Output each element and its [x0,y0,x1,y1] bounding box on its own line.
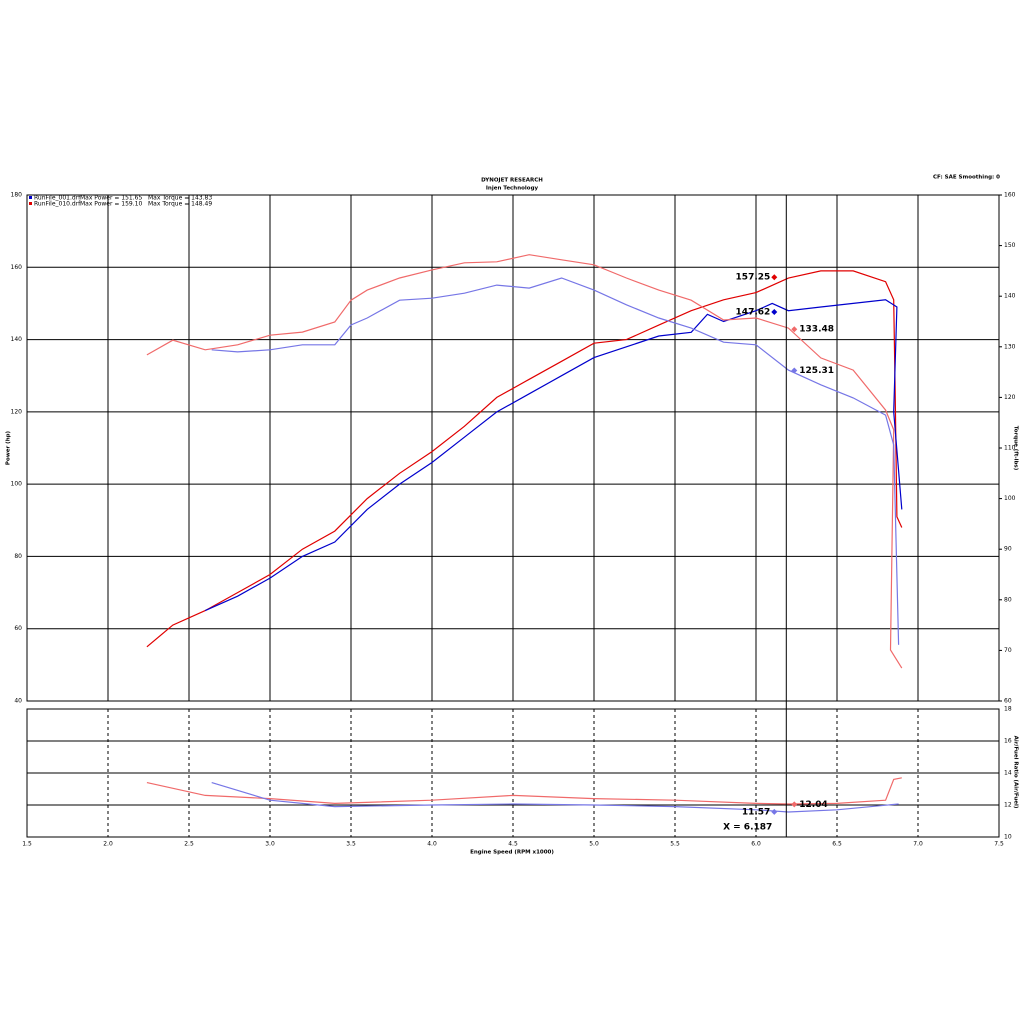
afr-axis-label: Air/Fuel Ratio (Air/Fuel) [1013,736,1019,809]
y-tick-label: 140 [11,336,23,343]
x-tick-label: 1.5 [22,841,32,848]
readout-label: 11.57 [742,807,770,817]
afr-tick-label: 16 [1004,738,1012,745]
y-axis-label: Power (hp) [6,430,12,465]
x-tick-label: 6.5 [832,841,842,848]
x-tick-label: 7.5 [994,841,1004,848]
readout-label: 157.25 [736,273,771,283]
legend-stats: Max Power = 151.65 Max Torque = 143.83 [80,195,212,202]
legend-stats: Max Power = 159.10 Max Torque = 148.49 [80,201,212,208]
y2-tick-label: 140 [1004,293,1016,300]
afr-tick-label: 12 [1004,802,1012,809]
x-tick-label: 5.5 [670,841,680,848]
series-line [211,277,900,645]
y-tick-label: 100 [11,481,23,488]
x-tick-label: 5.0 [589,841,599,848]
x-tick-label: 2.0 [103,841,113,848]
y-tick-label: 60 [14,625,22,632]
y2-tick-label: 60 [1004,698,1012,705]
legend-swatch [29,202,32,205]
readout-marker [771,274,778,281]
series-line [146,254,903,669]
y-tick-label: 40 [14,698,22,705]
x-tick-label: 4.0 [427,841,437,848]
x-axis-label: Engine Speed (RPM x1000) [470,850,554,856]
readout-label: 147.62 [736,308,771,318]
corner-note: CF: SAE Smoothing: 0 [933,175,1000,181]
y-tick-label: 120 [11,408,23,415]
x-tick-label: 4.5 [508,841,518,848]
legend-swatch [29,196,32,199]
y2-tick-label: 70 [1004,647,1012,654]
readout-marker [771,808,778,815]
legend-name: RunFile_001.drf [34,195,81,202]
readout-marker [791,326,798,333]
y2-axis-label: Torque (ft-lbs) [1013,426,1019,471]
series-line [204,299,903,612]
y2-tick-label: 110 [1004,445,1016,452]
chart-subtitle: Injen Technology [486,186,539,192]
readout-marker [791,801,798,808]
y2-tick-label: 150 [1004,242,1016,249]
x-tick-label: 7.0 [913,841,923,848]
readout-marker [771,309,778,316]
legend-name: RunFile_010.drf [34,201,81,208]
y2-tick-label: 80 [1004,596,1012,603]
y2-tick-label: 160 [1004,192,1016,199]
y2-tick-label: 90 [1004,546,1012,553]
y2-tick-label: 130 [1004,343,1016,350]
x-tick-label: 2.5 [184,841,194,848]
x-tick-label: 6.0 [751,841,761,848]
series-line [146,777,902,805]
y2-tick-label: 100 [1004,495,1016,502]
readout-label: 125.31 [799,366,834,376]
y-tick-label: 80 [14,553,22,560]
y-tick-label: 180 [11,192,23,199]
x-tick-label: 3.5 [346,841,356,848]
y-tick-label: 160 [11,264,23,271]
x-tick-label: 3.0 [265,841,275,848]
series-line [211,782,899,813]
chart-title: DYNOJET RESEARCH [481,178,543,184]
y2-tick-label: 120 [1004,394,1016,401]
readout-marker [791,367,798,374]
cursor-label: X = 6.187 [723,823,772,833]
afr-tick-label: 10 [1004,834,1012,841]
readout-label: 12.04 [799,800,827,810]
afr-tick-label: 18 [1004,706,1012,713]
series-line [146,270,903,648]
afr-tick-label: 14 [1004,770,1012,777]
readout-label: 133.48 [799,325,834,335]
